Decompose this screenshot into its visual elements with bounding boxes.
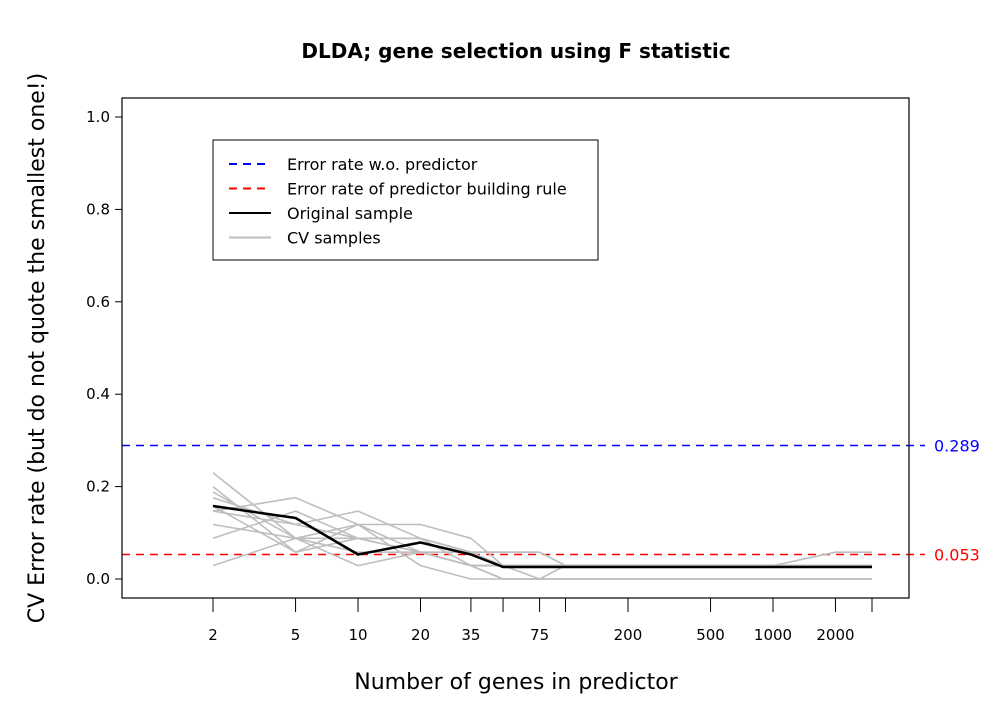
y-axis-title: CV Error rate (but do not quote the smal… [25,73,50,623]
legend-box [212,139,599,261]
x-tick-label: 75 [530,626,549,644]
y-tick-label: 0.6 [86,293,110,311]
series-line-cv-sample [212,491,872,567]
x-tick-label: 10 [348,626,367,644]
plot-frame [121,97,910,599]
reference-line-label: 0.289 [934,436,980,455]
y-tick-label: 0.4 [86,385,110,403]
reference-line-label: 0.053 [934,546,980,565]
y-tick-label: 0.2 [86,478,110,496]
x-tick-label: 5 [291,626,301,644]
axes: 0.289 0.053 0.0 0.2 0.4 0.6 0.8 1.0 2 5 10 20 35 75 20… [86,108,980,644]
x-axis-title: Number of genes in predictor [354,670,678,695]
x-tick-label: 20 [411,626,430,644]
y-tick-label: 0.8 [86,200,110,218]
x-tick-label: 1000 [754,626,792,644]
x-tick-label: 200 [614,626,643,644]
legend-label: Error rate w.o. predictor [287,155,478,174]
chart-title: DLDA; gene selection using F statistic [301,39,730,63]
plot-area [122,444,925,580]
y-tick-label: 1.0 [86,108,110,126]
series-line-original-sample [212,504,872,569]
legend-label: Original sample [287,204,413,223]
x-tick-label: 35 [461,626,480,644]
x-tick-label: 2 [208,626,218,644]
legend-label: Error rate of predictor building rule [287,180,567,199]
legend-label: CV samples [287,229,381,248]
y-tick-label: 0.0 [86,570,110,588]
x-tick-label: 2000 [816,626,854,644]
legend: Error rate w.o. predictor Error rate of p… [212,139,599,261]
x-tick-label: 500 [696,626,725,644]
